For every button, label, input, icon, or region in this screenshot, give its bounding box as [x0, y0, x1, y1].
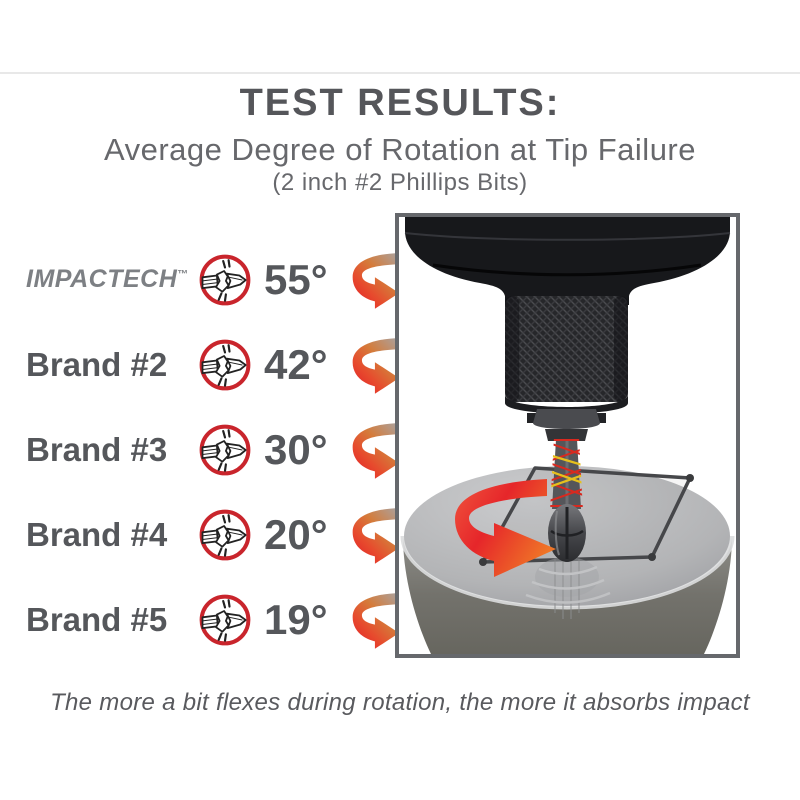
knurled-chuck — [505, 296, 628, 414]
impact-ripples — [525, 557, 611, 619]
impactech-logo-text: IMPACTECH — [26, 265, 178, 293]
product-photo — [395, 213, 740, 658]
bit-tip-in-screw — [548, 504, 586, 562]
results-list: IMPACTECH™ 55° Brand #2 — [26, 237, 400, 662]
result-row-brand5: Brand #5 19° — [26, 577, 400, 662]
rotation-value: 30° — [264, 425, 328, 473]
page-title: TEST RESULTS: — [239, 82, 561, 124]
rotation-value: 55° — [264, 255, 328, 303]
brand-label: Brand #2 — [26, 345, 168, 383]
rotation-arrow — [455, 479, 556, 577]
steel-cylinder-body — [403, 536, 732, 654]
header-divider — [0, 72, 800, 74]
brand-label: Brand #5 — [26, 600, 168, 638]
trademark-symbol: ™ — [177, 268, 189, 281]
chuck-collar — [527, 409, 606, 441]
result-row-brand3: Brand #3 30° — [26, 407, 400, 492]
bit-break-icon — [199, 594, 251, 645]
result-row-brand2: Brand #2 42° — [26, 322, 400, 407]
impactech-logo: IMPACTECH™ — [26, 265, 198, 294]
rotation-swoosh-icon — [352, 252, 400, 309]
bit-break-icon — [199, 254, 251, 305]
rotation-value: 19° — [264, 595, 328, 643]
bit-break-icon — [199, 339, 251, 390]
impact-driver-body — [404, 217, 731, 305]
rotation-swoosh-icon — [352, 337, 400, 394]
footer-tagline: The more a bit flexes during rotation, t… — [50, 689, 750, 716]
bit-break-icon — [199, 509, 251, 560]
bit-break-icon — [199, 424, 251, 475]
page-subnote: (2 inch #2 Phillips Bits) — [272, 169, 528, 196]
rotation-value: 42° — [264, 340, 328, 388]
result-row-brand4: Brand #4 20° — [26, 492, 400, 577]
rotation-swoosh-icon — [352, 507, 400, 564]
result-row-impactech: IMPACTECH™ 55° — [26, 237, 400, 322]
impact-driver-illustration — [399, 217, 736, 654]
rotation-swoosh-icon — [352, 422, 400, 479]
rotation-swoosh-icon — [352, 592, 400, 649]
brand-label: Brand #3 — [26, 430, 168, 468]
brand-label: Brand #4 — [26, 515, 168, 553]
page-subtitle: Average Degree of Rotation at Tip Failur… — [103, 132, 697, 167]
rotation-value: 20° — [264, 510, 328, 558]
